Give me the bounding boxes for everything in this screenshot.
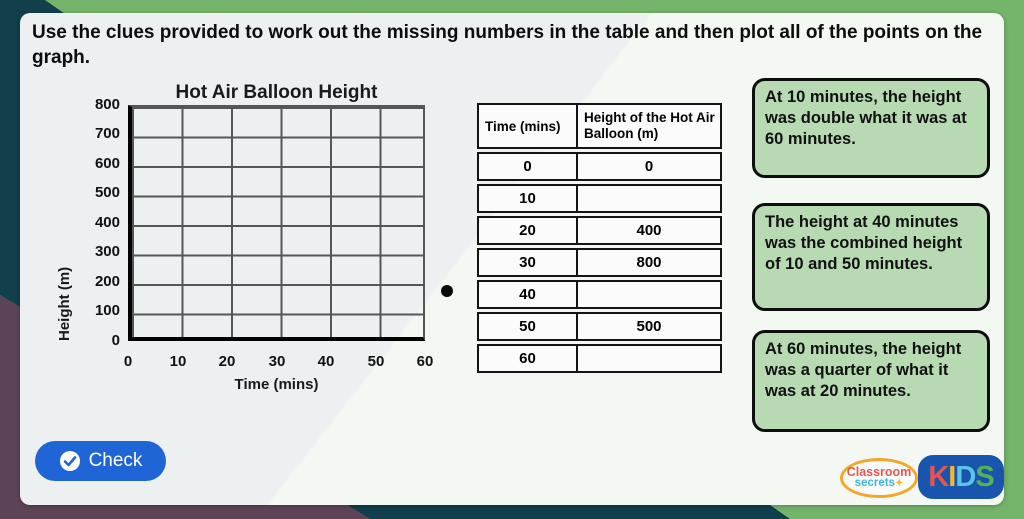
table-row: 50 500 <box>477 312 722 341</box>
time-cell: 10 <box>479 186 578 211</box>
table-row: 40 <box>477 280 722 309</box>
chart-grid[interactable] <box>128 105 425 341</box>
height-answer-cell[interactable] <box>578 346 720 371</box>
y-tick: 700 <box>94 125 120 142</box>
table-row: 60 <box>477 344 722 373</box>
time-cell: 30 <box>479 250 578 275</box>
x-tick: 0 <box>123 353 133 370</box>
y-tick: 800 <box>94 96 120 113</box>
kids-letter: K <box>928 460 949 493</box>
height-cell: 400 <box>636 222 662 239</box>
kids-letter: S <box>975 460 994 493</box>
height-answer-cell[interactable] <box>578 282 720 307</box>
y-tick: 0 <box>111 332 120 349</box>
x-tick: 60 <box>416 353 434 370</box>
height-answer-cell[interactable] <box>578 186 720 211</box>
x-axis-label: Time (mins) <box>234 376 319 393</box>
time-cell: 50 <box>479 314 578 339</box>
x-tick: 50 <box>367 353 385 370</box>
x-tick: 20 <box>218 353 236 370</box>
table-row: 30 800 <box>477 248 722 277</box>
table-row: 0 0 <box>477 152 722 181</box>
y-tick: 500 <box>94 184 120 201</box>
y-tick: 400 <box>94 214 120 231</box>
y-tick: 100 <box>94 302 120 319</box>
table-header-time: Time (mins) <box>479 105 578 147</box>
chart-title: Hot Air Balloon Height <box>175 82 378 103</box>
height-cell: 800 <box>636 254 662 271</box>
height-cell: 0 <box>644 158 654 175</box>
table-row: 10 <box>477 184 722 213</box>
height-cell: 500 <box>636 318 662 335</box>
logo-classroom-text: Classroom <box>846 464 912 479</box>
y-axis-label: Height (m) <box>56 266 73 341</box>
plot-point-marker[interactable] <box>441 285 453 297</box>
x-tick: 40 <box>317 353 335 370</box>
activity-card: Use the clues provided to work out the m… <box>20 13 1004 505</box>
table-header-height: Height of the Hot Air Balloon (m) <box>584 110 715 141</box>
table-row: 20 400 <box>477 216 722 245</box>
kids-letter: D <box>955 460 976 493</box>
clue-box-3: At 60 minutes, the height was a quarter … <box>752 330 990 432</box>
logo-secrets-text: secrets✦ <box>854 477 904 490</box>
y-tick: 300 <box>94 243 120 260</box>
time-cell: 40 <box>479 282 578 307</box>
classroom-secrets-logo: Classroom secrets✦ <box>840 458 918 498</box>
check-button[interactable]: Check <box>35 441 166 481</box>
time-cell: 0 <box>479 154 578 179</box>
clue-box-1: At 10 minutes, the height was double wha… <box>752 78 990 178</box>
check-button-label: Check <box>88 450 143 471</box>
x-tick: 30 <box>268 353 286 370</box>
y-tick: 600 <box>94 155 120 172</box>
clue-box-2: The height at 40 minutes was the combine… <box>752 203 990 311</box>
kids-logo: K I D S <box>918 455 1004 499</box>
data-table: Time (mins) Height of the Hot Air Balloo… <box>477 103 722 373</box>
time-cell: 60 <box>479 346 578 371</box>
x-tick: 10 <box>169 353 187 370</box>
kids-letter: I <box>948 460 956 493</box>
table-header-row: Time (mins) Height of the Hot Air Balloo… <box>477 103 722 149</box>
y-tick: 200 <box>94 273 120 290</box>
time-cell: 20 <box>479 218 578 243</box>
check-circle-icon <box>59 451 80 471</box>
star-icon: ✦ <box>894 478 904 490</box>
instructions-text: Use the clues provided to work out the m… <box>32 22 983 69</box>
